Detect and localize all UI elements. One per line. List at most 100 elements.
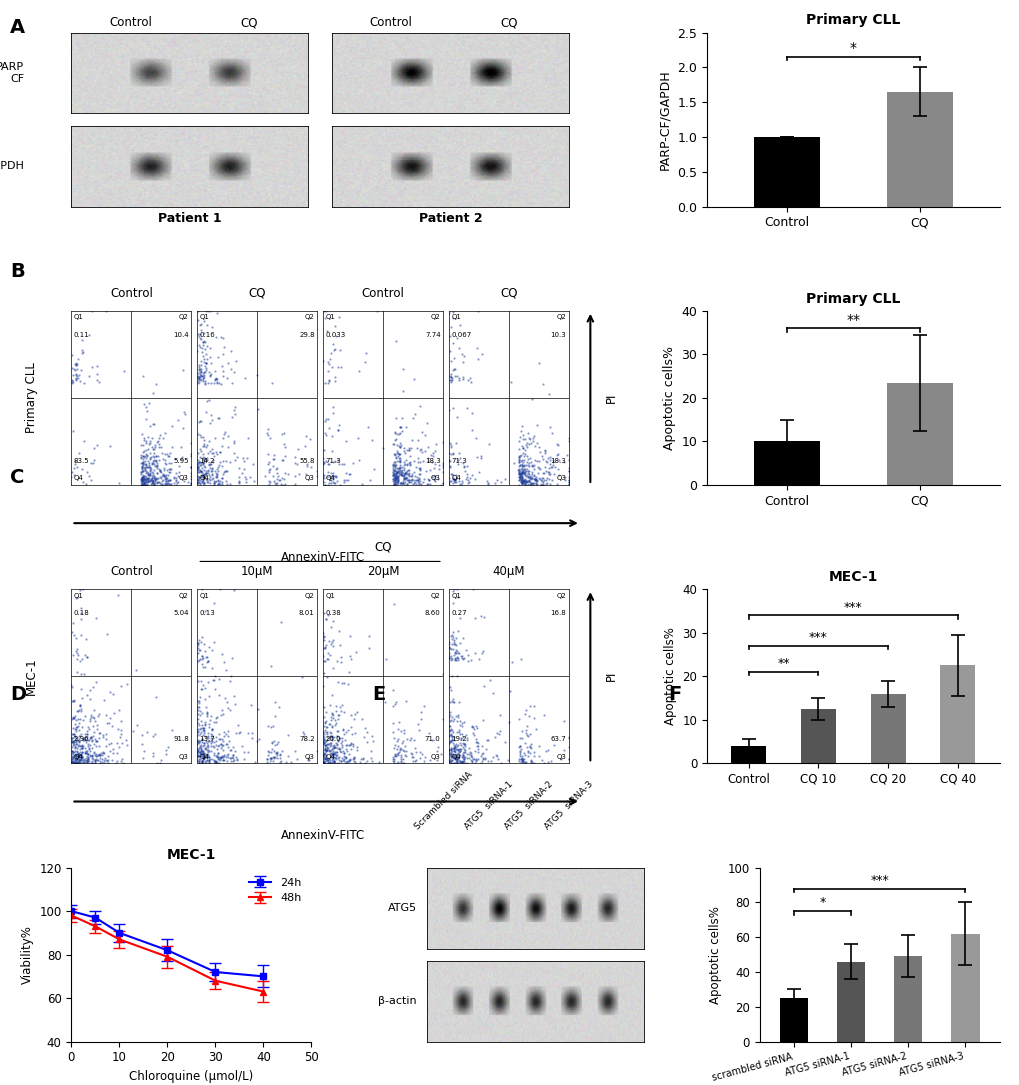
Point [316, 738, 332, 755]
Point [421, 471, 437, 488]
Point [244, 724, 260, 741]
Point [318, 737, 334, 754]
Point [222, 360, 238, 378]
Point [190, 473, 206, 490]
Point [203, 742, 219, 760]
Point [348, 741, 365, 758]
Point [196, 458, 212, 475]
Point [448, 741, 465, 758]
Point [215, 362, 231, 380]
Point [145, 416, 161, 433]
Point [483, 752, 499, 769]
Point [201, 718, 217, 736]
Point [386, 465, 403, 483]
Point [206, 752, 222, 769]
Point [199, 449, 215, 467]
Point [523, 391, 539, 408]
Point [192, 641, 208, 659]
Point [199, 707, 215, 725]
Point [336, 753, 353, 770]
Point [518, 725, 534, 742]
Point [197, 690, 213, 707]
Point [105, 741, 121, 758]
Point [443, 751, 460, 768]
Point [412, 749, 428, 766]
Point [67, 361, 84, 379]
Point [195, 722, 211, 739]
Point [394, 474, 411, 492]
Point [317, 740, 333, 757]
Point [319, 739, 335, 756]
Point [455, 750, 472, 767]
Point [66, 729, 83, 746]
Point [531, 459, 547, 476]
Point [443, 739, 460, 756]
Point [136, 470, 152, 487]
X-axis label: Patient 1: Patient 1 [158, 212, 221, 225]
Point [143, 470, 159, 487]
Point [514, 474, 530, 492]
Point [514, 469, 530, 486]
Point [514, 451, 530, 469]
Point [329, 673, 345, 690]
Point [196, 437, 212, 455]
Point [331, 752, 347, 769]
Point [542, 465, 558, 483]
Point [455, 347, 472, 365]
Point [264, 733, 280, 751]
Point [192, 748, 208, 765]
Point [203, 732, 219, 750]
Point [67, 371, 84, 388]
Point [544, 471, 560, 488]
Point [333, 737, 350, 754]
Point [453, 474, 470, 492]
Point [440, 727, 457, 744]
Point [491, 706, 507, 724]
Point [194, 412, 210, 430]
Point [98, 738, 114, 755]
Point [388, 469, 405, 486]
Point [395, 742, 412, 760]
Point [140, 473, 156, 490]
Point [520, 472, 536, 489]
Point [71, 373, 88, 391]
Point [200, 687, 216, 704]
Point [138, 470, 154, 487]
Point [318, 452, 334, 470]
Point [444, 744, 461, 762]
Point [512, 743, 528, 761]
Point [511, 470, 527, 487]
Point [523, 454, 539, 471]
Point [66, 751, 83, 768]
Point [154, 450, 170, 468]
Point [325, 710, 341, 727]
Point [69, 751, 86, 768]
Point [392, 741, 409, 758]
Point [191, 463, 207, 481]
Y-axis label: Apoptotic cells%: Apoptotic cells% [662, 346, 676, 450]
Point [66, 627, 83, 644]
Point [196, 467, 212, 484]
Point [522, 738, 538, 755]
Point [560, 738, 577, 755]
Point [191, 694, 207, 712]
Point [193, 724, 209, 741]
Point [516, 753, 532, 770]
Point [238, 473, 255, 490]
Point [72, 361, 89, 379]
Point [412, 441, 428, 458]
Point [168, 469, 184, 486]
Point [413, 475, 429, 493]
Point [136, 475, 152, 493]
Point [83, 711, 99, 728]
Point [400, 442, 417, 459]
Point [156, 461, 172, 478]
Point [196, 733, 212, 751]
Point [198, 748, 214, 765]
Point [318, 750, 334, 767]
Point [333, 729, 350, 746]
Point [153, 475, 169, 493]
Point [560, 473, 577, 490]
Point [198, 355, 214, 372]
Point [442, 732, 459, 750]
